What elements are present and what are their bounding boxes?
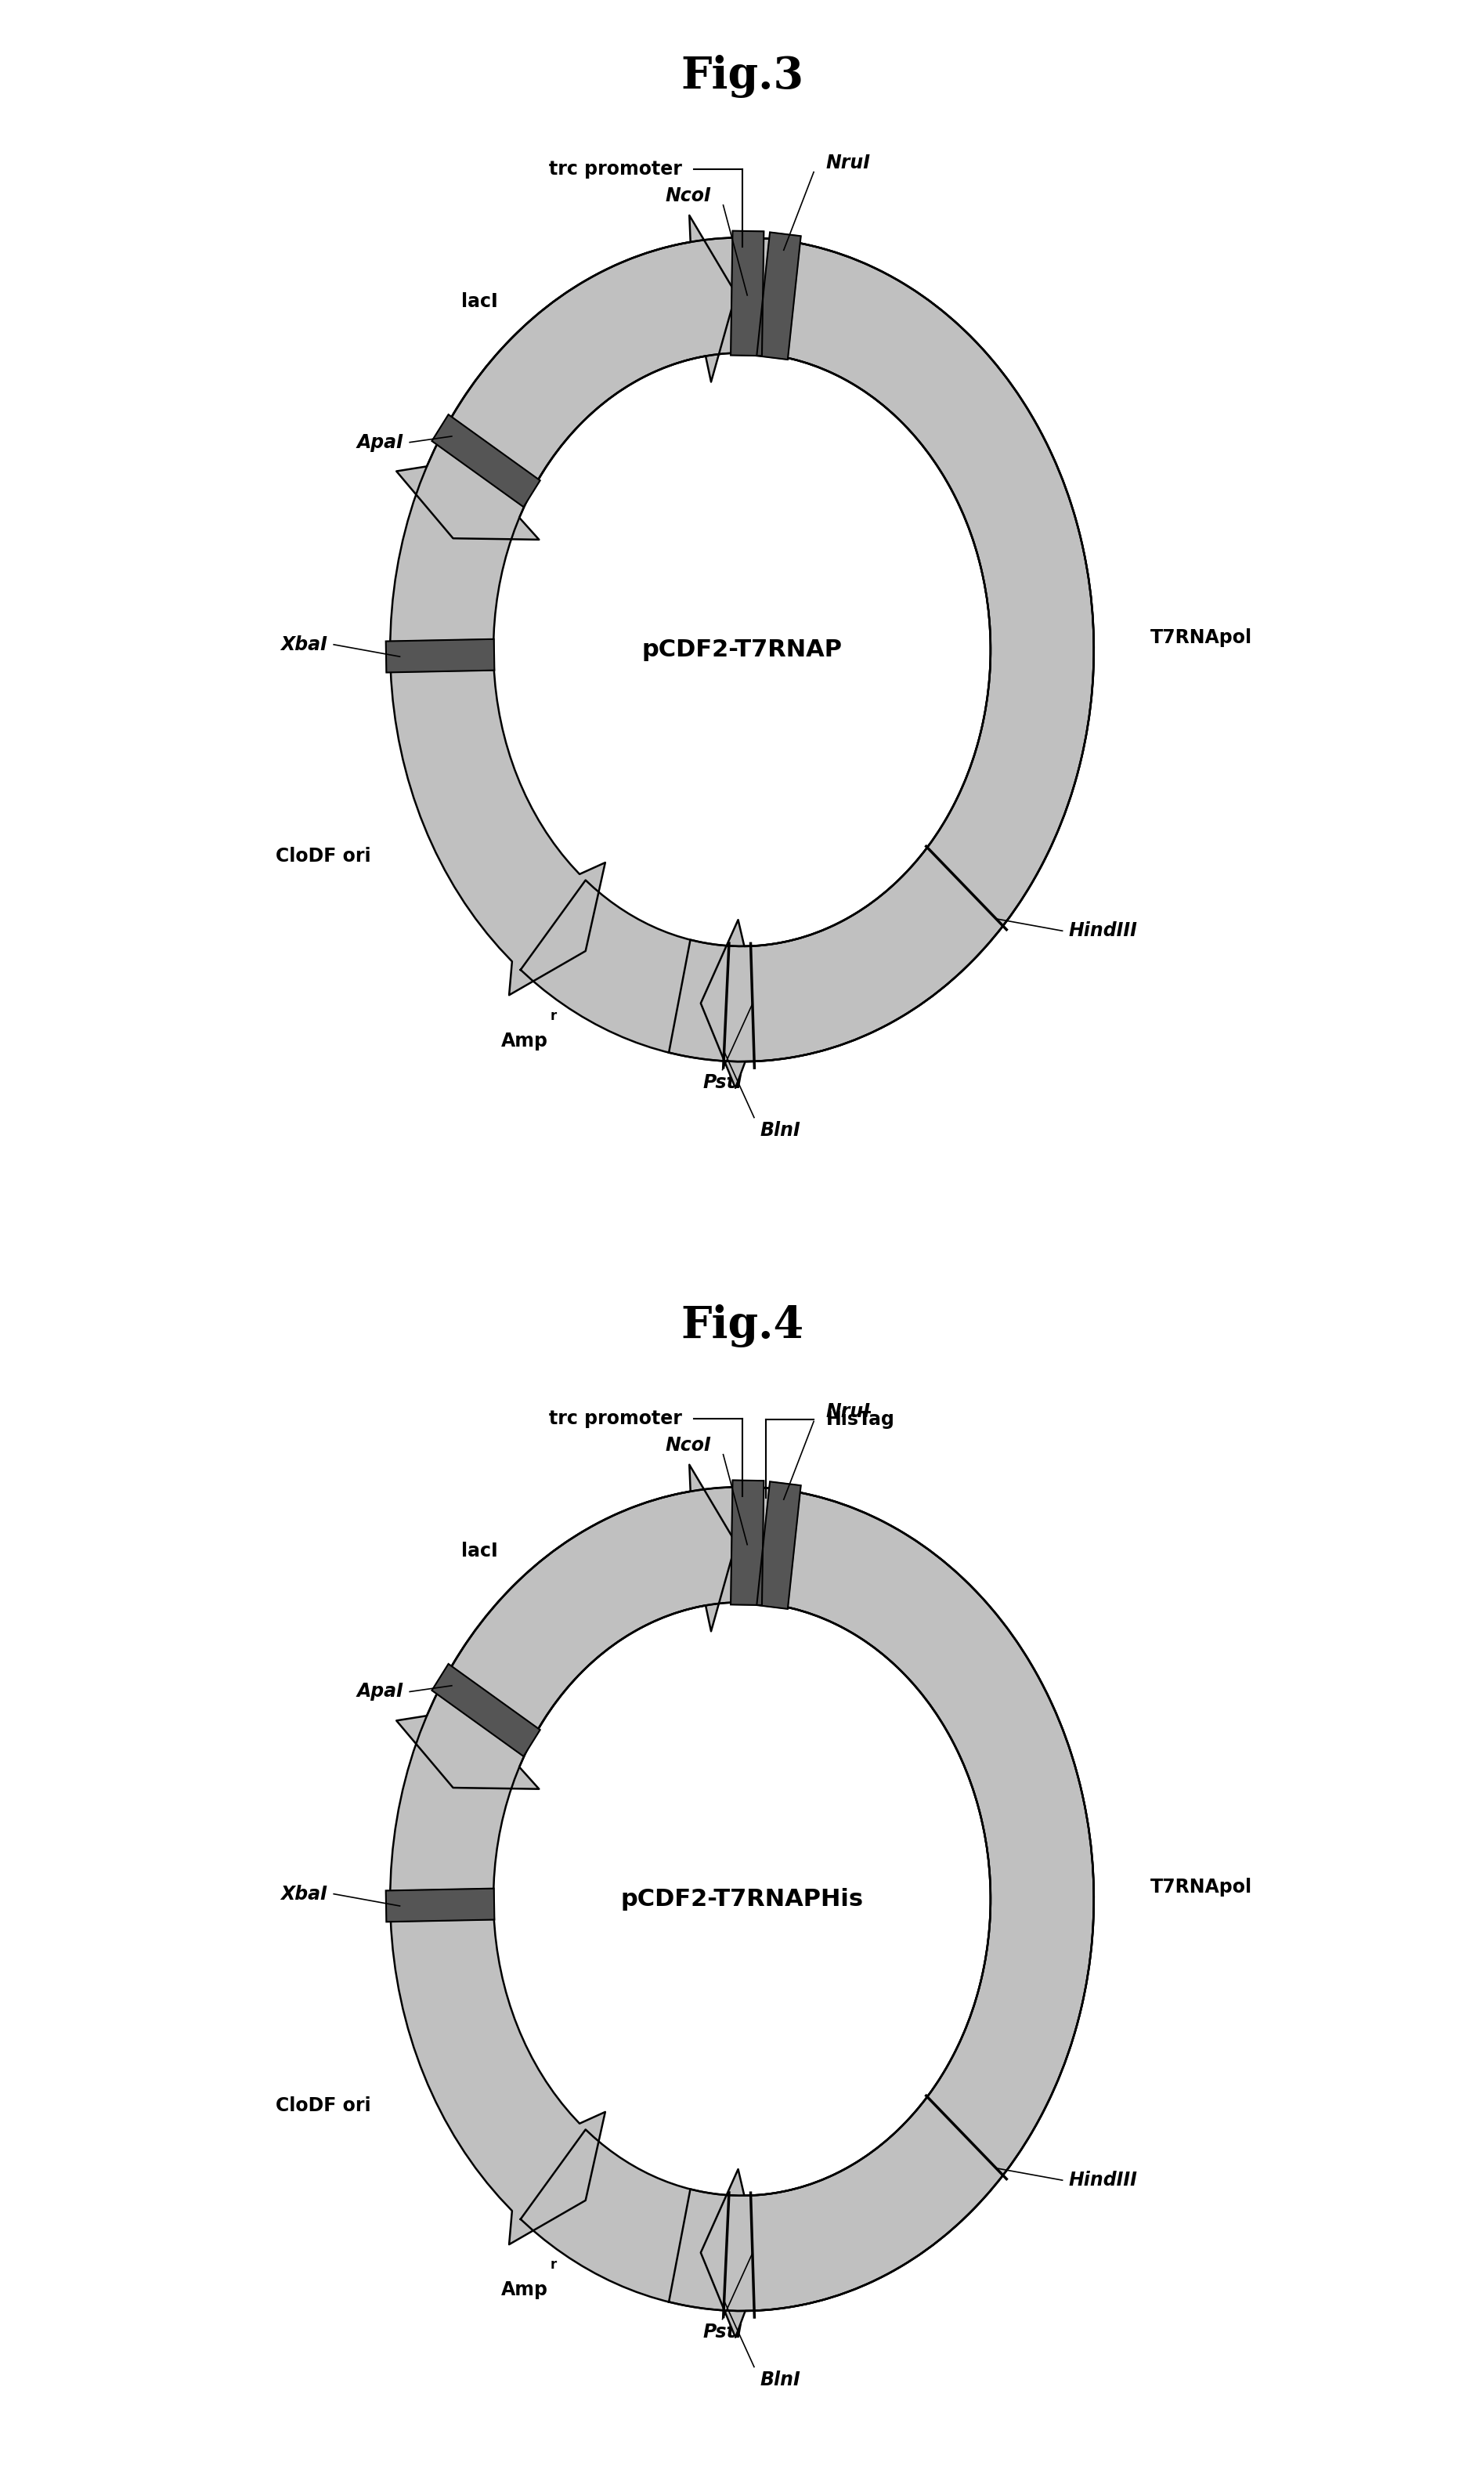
Text: ApaI: ApaI <box>356 433 404 453</box>
Text: CloDF ori: CloDF ori <box>276 2097 371 2115</box>
Text: T7RNApol: T7RNApol <box>1150 1878 1252 1896</box>
Text: BlnI: BlnI <box>760 2371 801 2388</box>
Polygon shape <box>390 236 1094 1062</box>
Polygon shape <box>399 1495 1085 2301</box>
Polygon shape <box>390 1488 1094 2311</box>
Text: HindIII: HindIII <box>1068 2172 1137 2189</box>
Polygon shape <box>399 246 1085 1052</box>
Text: Amp: Amp <box>500 1033 548 1050</box>
Text: NruI: NruI <box>825 154 871 172</box>
Polygon shape <box>444 1465 736 1742</box>
Text: lacI: lacI <box>462 294 499 311</box>
Polygon shape <box>386 639 494 672</box>
Polygon shape <box>396 1488 1094 2311</box>
Polygon shape <box>432 415 540 508</box>
Polygon shape <box>396 236 1094 1062</box>
Polygon shape <box>432 1664 540 1757</box>
Text: HindIII: HindIII <box>1068 921 1137 940</box>
Polygon shape <box>730 231 764 356</box>
Text: NcoI: NcoI <box>665 1436 711 1455</box>
Text: trc promoter: trc promoter <box>549 1408 683 1428</box>
Text: XbaI: XbaI <box>280 634 328 654</box>
Text: r: r <box>551 1008 556 1023</box>
Polygon shape <box>757 1483 801 1610</box>
Text: Amp: Amp <box>500 2281 548 2299</box>
Text: lacI: lacI <box>462 1543 499 1560</box>
Polygon shape <box>757 231 801 361</box>
Text: HisTag: HisTag <box>827 1411 895 1428</box>
Polygon shape <box>730 1480 764 1605</box>
Text: NruI: NruI <box>825 1403 871 1421</box>
Polygon shape <box>444 216 736 493</box>
Text: PstI: PstI <box>702 1072 742 1092</box>
Text: pCDF2-T7RNAP: pCDF2-T7RNAP <box>641 639 843 662</box>
Text: trc promoter: trc promoter <box>549 159 683 179</box>
Text: CloDF ori: CloDF ori <box>276 846 371 866</box>
Text: NcoI: NcoI <box>665 187 711 204</box>
Text: ApaI: ApaI <box>356 1682 404 1702</box>
Text: PstI: PstI <box>702 2324 742 2341</box>
Text: Fig.3: Fig.3 <box>681 55 803 97</box>
Polygon shape <box>700 236 1094 1087</box>
Text: r: r <box>551 2259 556 2272</box>
Polygon shape <box>700 1488 1094 2336</box>
Text: XbaI: XbaI <box>280 1883 328 1903</box>
Text: BlnI: BlnI <box>760 1122 801 1140</box>
Text: Fig.4: Fig.4 <box>681 1304 803 1348</box>
Text: T7RNApol: T7RNApol <box>1150 627 1252 647</box>
Text: pCDF2-T7RNAPHis: pCDF2-T7RNAPHis <box>620 1888 864 1911</box>
Polygon shape <box>386 1888 494 1921</box>
